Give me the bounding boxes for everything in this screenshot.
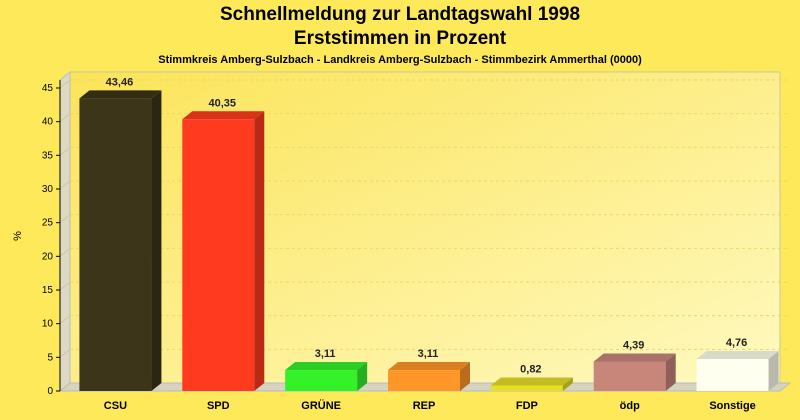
bar-top xyxy=(696,350,779,359)
x-tick-label: CSU xyxy=(104,400,127,412)
bar xyxy=(696,358,769,391)
x-tick-label: ödp xyxy=(620,400,640,412)
gridline-side xyxy=(59,315,71,325)
data-label: 4,39 xyxy=(623,339,644,351)
y-tick-label: 0 xyxy=(47,386,53,397)
bar-side xyxy=(357,362,368,391)
x-tick-label: REP xyxy=(413,400,436,412)
y-tick-label: 10 xyxy=(42,319,54,330)
bar-top xyxy=(285,362,368,371)
gridline-side xyxy=(59,214,71,224)
data-label: 4,76 xyxy=(726,337,747,349)
x-tick-label: SPD xyxy=(207,400,230,412)
data-label: 3,11 xyxy=(315,348,336,360)
x-tick-label: Sonstige xyxy=(709,400,755,412)
gridline-side xyxy=(59,79,71,89)
gridline-side xyxy=(59,281,71,291)
chart-subtitle: Erststimmen in Prozent xyxy=(293,28,507,49)
y-tick-label: 30 xyxy=(42,184,54,195)
bar xyxy=(182,119,255,391)
bar-top xyxy=(388,362,470,371)
data-label: 43,46 xyxy=(106,76,134,88)
gridline-side xyxy=(59,146,71,156)
y-tick-label: 20 xyxy=(42,251,54,262)
y-tick-label: 35 xyxy=(42,150,54,161)
plot-area xyxy=(69,71,781,384)
bar-top xyxy=(79,90,162,99)
y-axis-label: % xyxy=(12,231,24,241)
bar-side xyxy=(151,90,162,392)
x-tick-label: FDP xyxy=(516,400,538,412)
data-label: 0,82 xyxy=(520,363,541,375)
y-tick-label: 5 xyxy=(47,352,53,363)
bar xyxy=(285,370,358,391)
bar xyxy=(79,98,152,392)
y-tick-label: 25 xyxy=(42,218,54,229)
bar-side xyxy=(768,350,779,391)
data-label: 3,11 xyxy=(418,348,439,360)
x-tick-label: GRÜNE xyxy=(301,399,341,412)
bar-top xyxy=(593,353,676,362)
gridline-side xyxy=(59,348,71,358)
bar-side xyxy=(254,111,265,391)
gridline-side xyxy=(59,247,71,257)
bar-side xyxy=(665,353,676,391)
chart-title: Schnellmeldung zur Landtagswahl 1998 xyxy=(219,4,581,25)
gridline-side xyxy=(59,113,71,123)
y-tick-label: 15 xyxy=(42,285,54,296)
bar-side xyxy=(460,362,470,391)
bar xyxy=(593,361,666,391)
bar-top xyxy=(490,377,573,386)
y-tick-label: 40 xyxy=(42,117,54,128)
bar-side xyxy=(562,377,573,391)
chart-caption: Stimmkreis Amberg-Sulzbach - Landkreis A… xyxy=(158,54,642,66)
bar xyxy=(388,370,460,391)
gridline-side xyxy=(59,180,71,190)
data-label: 40,35 xyxy=(209,97,237,109)
bar xyxy=(490,385,563,391)
bar-top xyxy=(182,111,265,120)
y-tick-label: 45 xyxy=(42,83,54,94)
